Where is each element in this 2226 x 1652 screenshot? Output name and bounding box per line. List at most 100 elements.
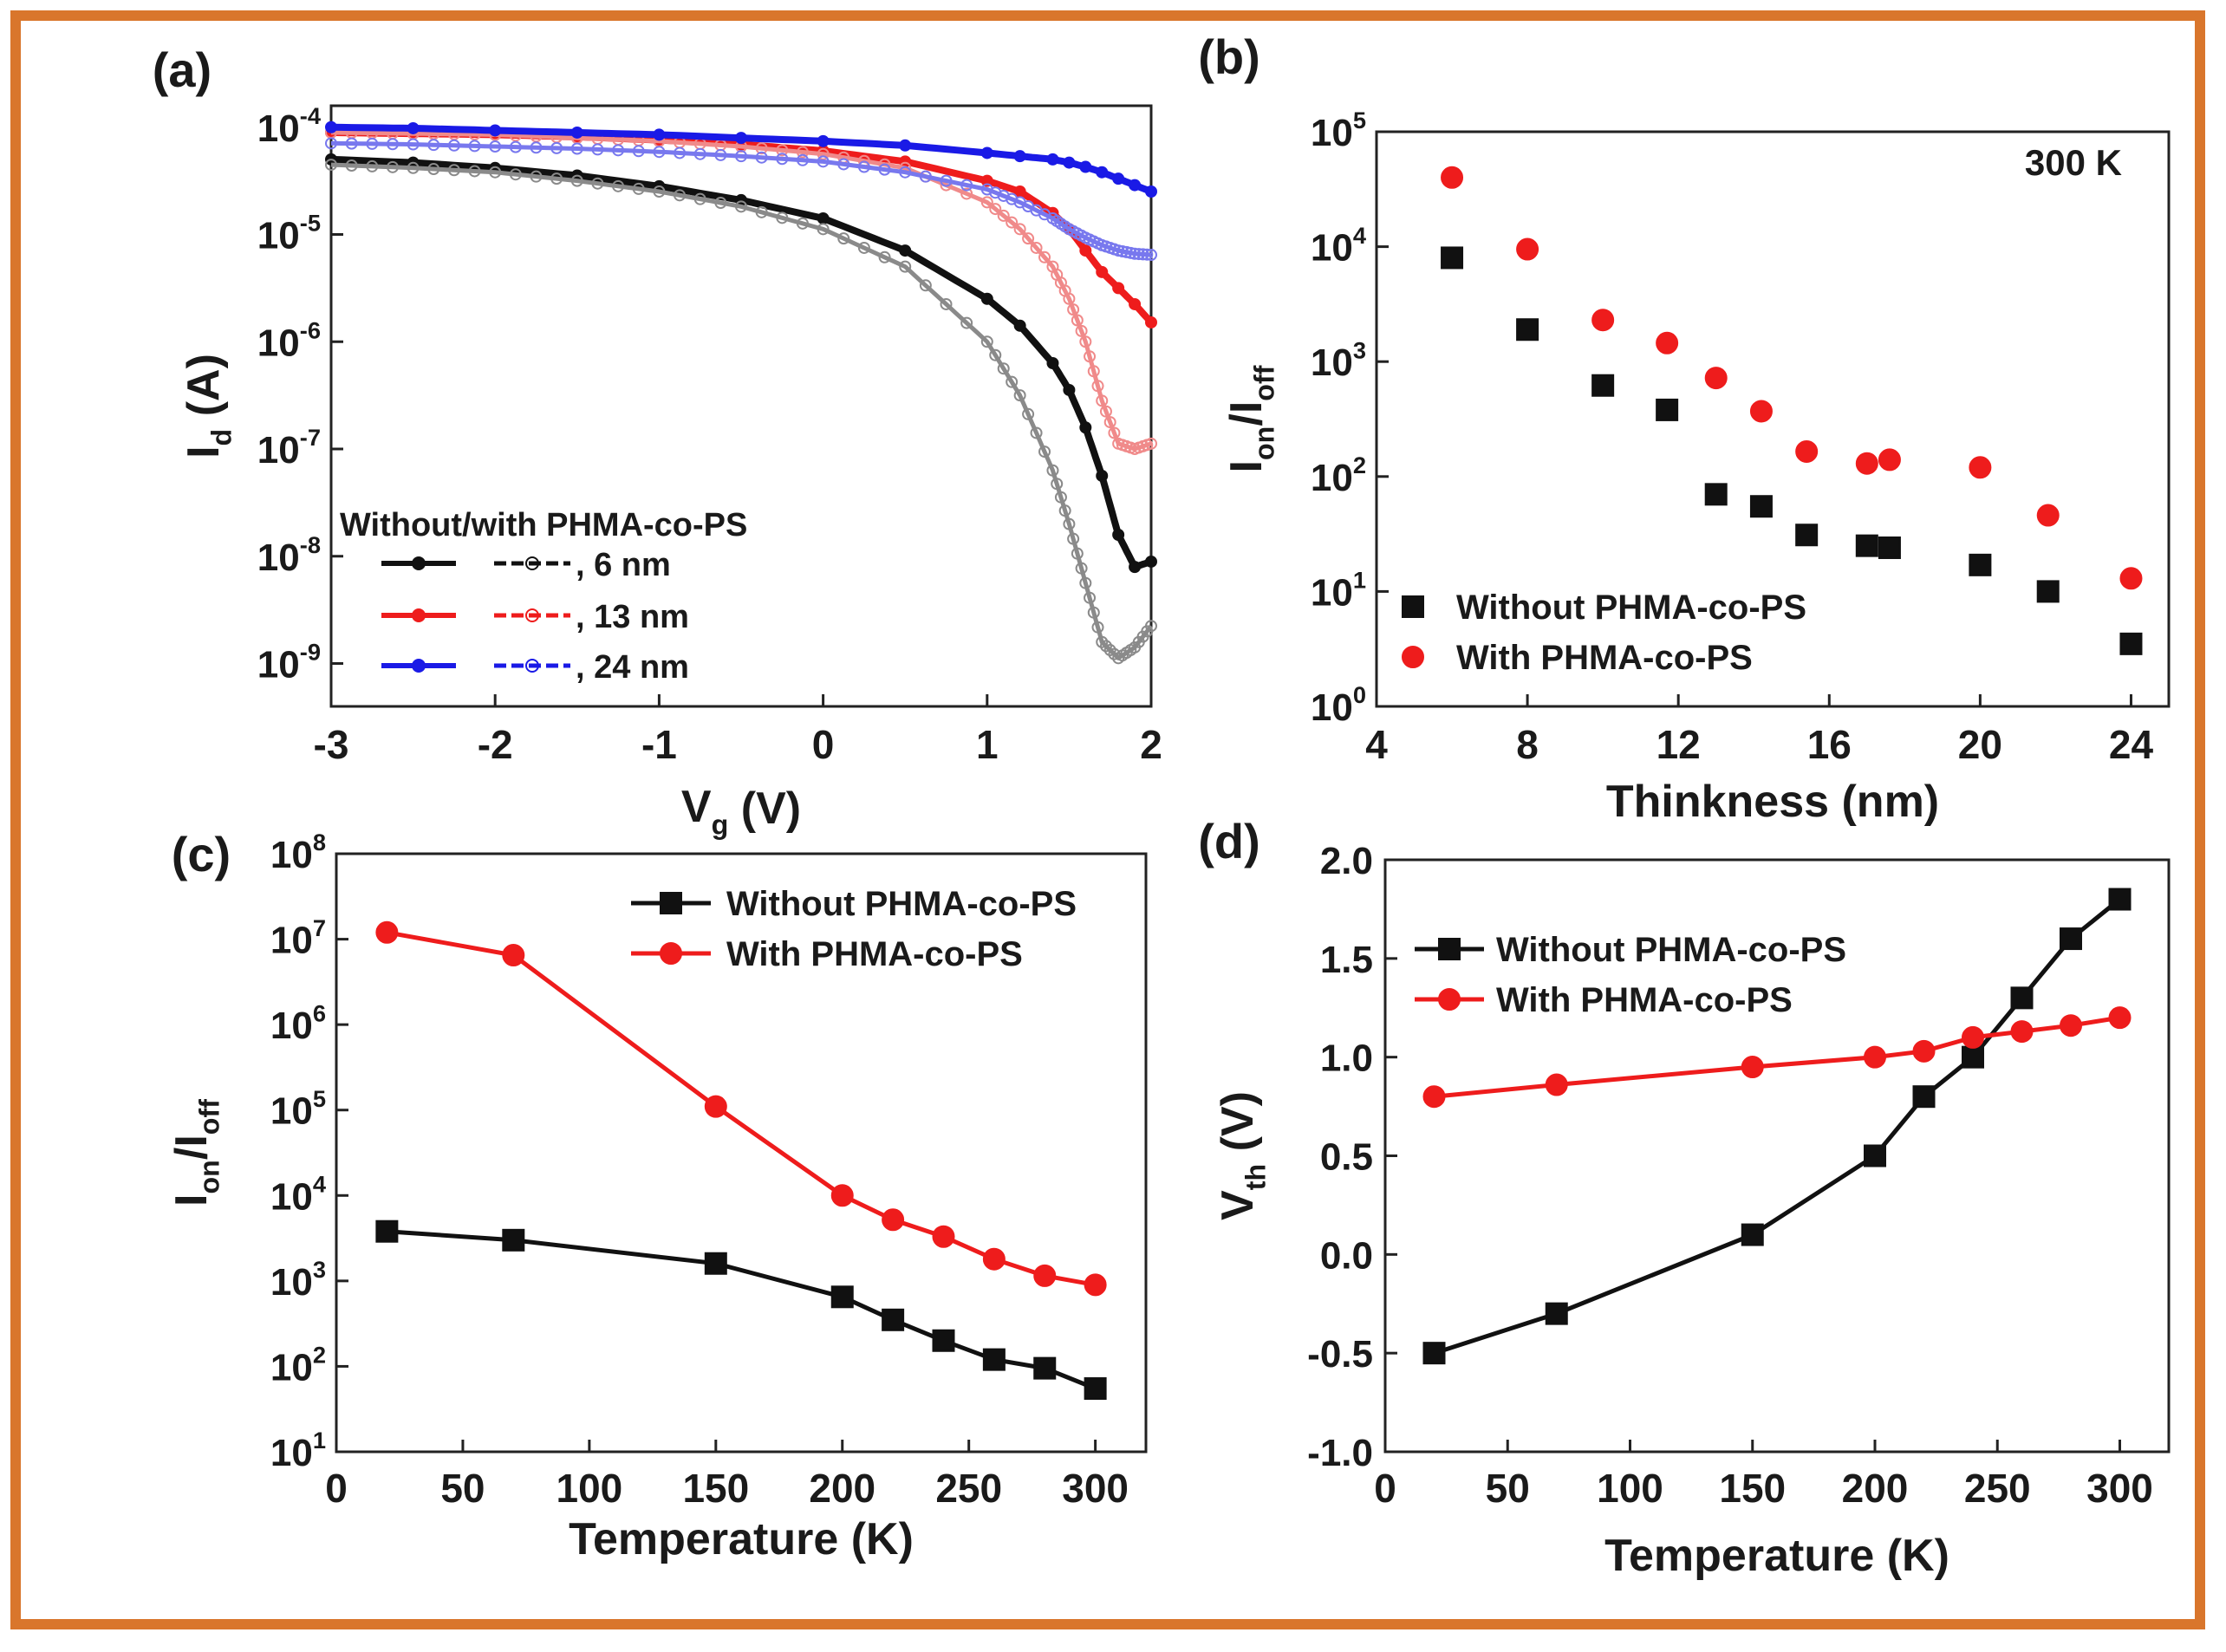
data-point-a — [447, 139, 460, 152]
data-point-a — [509, 140, 522, 153]
data-point-a — [632, 145, 645, 158]
data-point-a — [817, 147, 830, 160]
data-point-a — [960, 187, 973, 200]
data-point-a — [837, 232, 850, 245]
data-point-c — [882, 1308, 905, 1331]
data-point-a — [1079, 335, 1092, 348]
data-point-a — [489, 124, 502, 137]
data-point-b-with — [1855, 452, 1878, 475]
data-point-a — [1129, 179, 1142, 192]
x-axis-label-b: Thinkness (nm) — [1606, 777, 1939, 827]
data-point-b-without — [1795, 524, 1819, 547]
data-point-d — [1741, 1056, 1764, 1079]
x-tick-label-a: 0 — [812, 722, 835, 767]
data-point-c — [830, 1184, 854, 1207]
y-tick-label-c: 107 — [270, 914, 326, 962]
legend-marker-b — [1402, 595, 1424, 618]
data-point-a — [940, 174, 953, 187]
data-point-d — [1422, 1342, 1446, 1365]
data-point-a — [1038, 250, 1051, 263]
data-point-a — [899, 166, 912, 179]
series-line-c-1 — [386, 930, 1097, 1287]
data-point-a — [427, 139, 440, 152]
data-point-d — [1912, 1039, 1936, 1063]
data-point-a — [980, 196, 993, 209]
data-point-a — [325, 120, 337, 133]
data-point-a — [1054, 491, 1067, 504]
data-point-b-with — [1795, 439, 1819, 463]
x-tick-label-c: 200 — [809, 1466, 875, 1511]
data-point-a — [837, 158, 850, 171]
legend-marker-a — [525, 608, 539, 622]
data-point-b-with — [1749, 400, 1773, 423]
data-point-a — [1013, 319, 1026, 332]
data-point-a — [1063, 292, 1076, 305]
data-point-a — [1063, 517, 1076, 530]
data-point-b-with — [1878, 448, 1901, 472]
data-point-a — [817, 211, 830, 224]
legend-label-a: , 24 nm — [576, 649, 689, 686]
y-tick-label-a: 10-7 — [257, 424, 321, 472]
data-point-c — [1033, 1264, 1057, 1287]
data-point-a — [1112, 282, 1125, 295]
data-point-a — [878, 250, 891, 263]
data-point-a — [530, 170, 543, 183]
legend-marker-b — [1402, 646, 1424, 668]
y-axis-label-b: Ion/Ioff — [1221, 365, 1280, 472]
data-point-a — [714, 148, 727, 161]
data-point-a — [632, 182, 645, 195]
y-tick-label-c: 105 — [270, 1085, 326, 1133]
legend-marker-c — [660, 892, 682, 914]
data-point-a — [1141, 248, 1154, 261]
data-point-a — [1067, 303, 1080, 316]
panel-a-axes-frame — [329, 104, 1153, 708]
data-point-a — [674, 146, 687, 159]
legend-marker-d — [1438, 988, 1461, 1011]
data-point-c — [502, 1228, 525, 1252]
data-point-a — [989, 203, 1002, 216]
x-tick-label-b: 16 — [1807, 722, 1852, 767]
data-point-a — [857, 241, 870, 254]
data-point-a — [570, 142, 583, 155]
x-tick-label-c: 100 — [556, 1466, 623, 1511]
x-axis-label-a: Vg (V) — [681, 782, 801, 841]
data-point-a — [366, 159, 379, 172]
data-point-b-with — [1969, 456, 1992, 479]
data-point-a — [1046, 153, 1059, 166]
legend-marker-a — [525, 556, 539, 570]
panel-a: (a) -3 -2 -1 0 1 2 10-4 10-5 10-6 10-7 10-8 10-9 Vg (… — [153, 42, 1162, 841]
y-tick-label-c: 101 — [270, 1427, 326, 1474]
panel-label-d: (d) — [1198, 814, 1260, 868]
data-point-a — [980, 174, 993, 187]
data-point-a — [899, 244, 912, 257]
data-point-a — [796, 217, 809, 230]
y-tick-label-b: 105 — [1311, 107, 1366, 154]
data-point-a — [1084, 591, 1097, 604]
data-point-a — [1136, 248, 1149, 261]
panel-c: (c) 0 50 100 150 200 250 300 108 107 106 105 104 103 1… — [166, 827, 1148, 1564]
data-point-a — [960, 316, 973, 329]
data-point-a — [1071, 547, 1084, 560]
data-point-b-with — [2119, 567, 2143, 590]
data-point-a — [386, 138, 399, 151]
data-point-a — [1079, 576, 1092, 589]
data-point-a — [407, 161, 420, 174]
y-tick-label-a: 10-4 — [257, 102, 322, 150]
y-tick-label-d: -0.5 — [1307, 1333, 1373, 1376]
data-point-a — [1112, 172, 1125, 185]
data-point-a — [1091, 380, 1104, 393]
x-tick-label-d: 150 — [1719, 1466, 1786, 1511]
data-point-a — [1129, 247, 1142, 260]
y-tick-label-c: 102 — [270, 1342, 326, 1389]
data-point-a — [1030, 241, 1043, 254]
data-point-d — [1741, 1223, 1764, 1246]
legend-label-b: With PHMA-co-PS — [1456, 639, 1753, 677]
legend-marker-c — [660, 942, 682, 965]
data-point-a — [325, 137, 337, 150]
y-tick-label-c: 104 — [270, 1170, 327, 1218]
data-point-a — [1096, 265, 1109, 278]
data-point-a — [550, 141, 563, 154]
data-point-c — [932, 1225, 955, 1248]
x-tick-label-d: 200 — [1842, 1466, 1909, 1511]
legend-label-d: With PHMA-co-PS — [1496, 981, 1793, 1019]
